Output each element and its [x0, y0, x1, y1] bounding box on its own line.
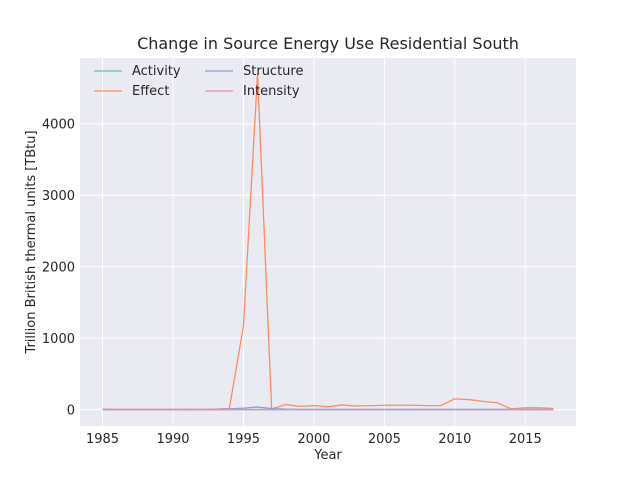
legend-label: Effect — [132, 84, 169, 99]
grid — [80, 58, 576, 426]
y-tick-label: 3000 — [42, 189, 75, 204]
legend-item-structure: Structure — [205, 64, 303, 79]
legend-label: Intensity — [243, 84, 300, 99]
x-tick-label: 2015 — [509, 432, 542, 447]
x-axis-ticks: 1985 1990 1995 2000 2005 2010 2015 — [86, 432, 542, 447]
y-axis-ticks: 0 1000 2000 3000 4000 — [42, 118, 75, 419]
x-tick-label: 2005 — [368, 432, 401, 447]
y-tick-label: 1000 — [42, 332, 75, 347]
series-lines — [102, 73, 554, 411]
chart-title: Change in Source Energy Use Residential … — [137, 34, 519, 53]
x-tick-label: 1990 — [156, 432, 189, 447]
legend: Activity Effect Structure Intensity — [94, 64, 303, 99]
x-tick-label: 1995 — [227, 432, 260, 447]
x-tick-label: 2010 — [438, 432, 471, 447]
y-tick-label: 0 — [67, 404, 75, 419]
legend-label: Structure — [243, 64, 303, 79]
legend-item-activity: Activity — [94, 64, 181, 79]
x-axis-title: Year — [313, 448, 342, 463]
y-tick-label: 2000 — [42, 261, 75, 276]
plot-area — [80, 58, 576, 426]
x-tick-label: 2000 — [297, 432, 330, 447]
legend-item-effect: Effect — [94, 84, 169, 99]
legend-label: Activity — [132, 64, 181, 79]
y-axis-title: Trillion British thermal units [TBtu] — [24, 130, 39, 354]
legend-item-intensity: Intensity — [205, 84, 300, 99]
x-tick-label: 1985 — [86, 432, 119, 447]
y-tick-label: 4000 — [42, 118, 75, 133]
